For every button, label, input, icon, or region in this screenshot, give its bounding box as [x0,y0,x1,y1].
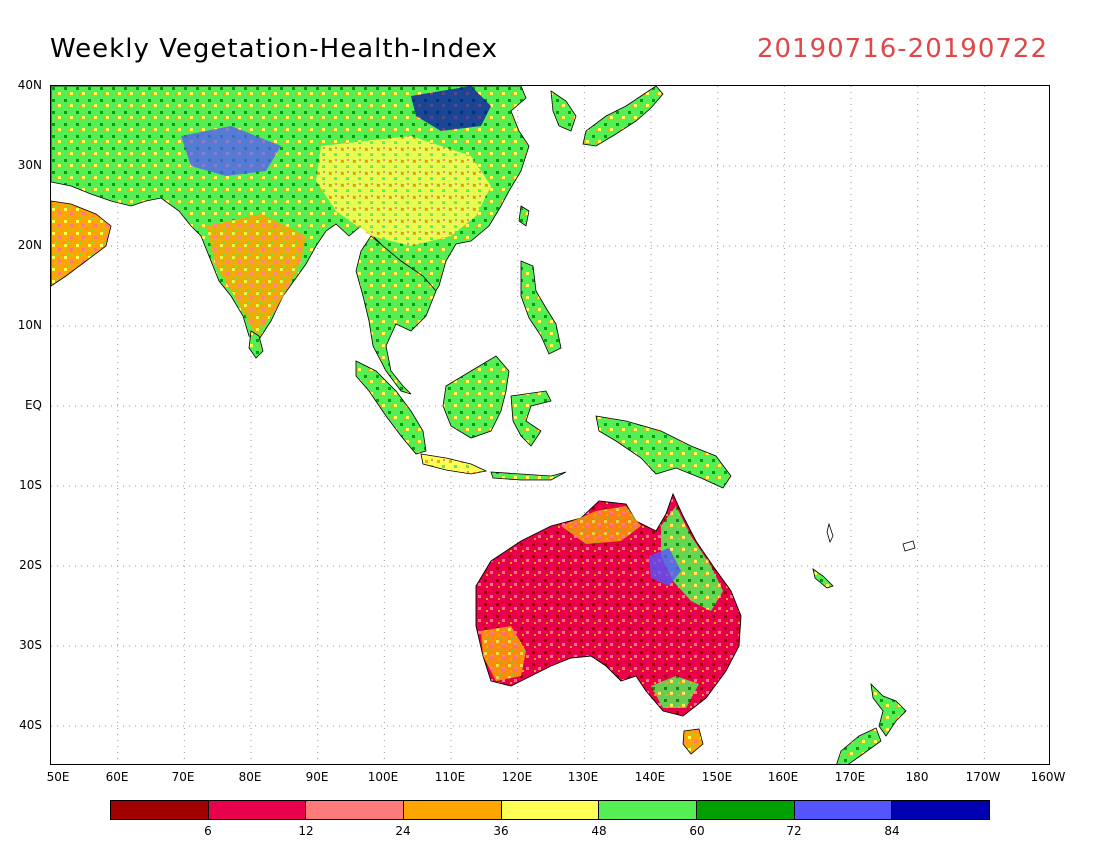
color-scale-segment [794,801,893,819]
region-australia-east-green [661,506,723,611]
lon-label: 160W [1030,770,1066,784]
color-scale-segment [697,801,795,819]
lon-label: 80E [238,770,262,784]
lon-label: 170W [965,770,1001,784]
lon-label: 90E [305,770,329,784]
lat-label: 30S [19,638,42,652]
landmass-korea [550,90,577,132]
lon-label: 130E [567,770,599,784]
color-scale-segment [892,801,990,819]
color-scale-label: 48 [591,824,607,838]
lat-label: 30N [17,158,42,172]
color-scale-segment [501,801,600,819]
color-scale-segment [111,801,209,819]
landmass-new-zealand-south [836,727,882,764]
region-china-plain [316,136,491,246]
lon-label: 110E [434,770,466,784]
lat-label: 10N [17,318,42,332]
landmass-sulawesi [510,390,552,447]
color-scale-segment [208,801,307,819]
region-australia-north-warm [561,506,641,544]
landmass-lesser-sunda [490,471,567,481]
region-tibet-wet [181,126,281,176]
color-scale-label: 24 [395,824,411,838]
landmass-java [420,453,488,475]
color-scale-label: 72 [786,824,802,838]
color-scale-label: 60 [689,824,705,838]
color-scale-segment [599,801,698,819]
lat-label: EQ [24,398,42,412]
lat-label: 40S [19,718,42,732]
region-north-china-wet [411,86,491,131]
color-scale-segment [404,801,502,819]
lon-label: 120E [501,770,533,784]
lon-label: 180 [905,770,929,784]
lon-label: 50E [46,770,70,784]
landmass-sri-lanka [248,330,264,359]
color-scale-label: 6 [204,824,212,838]
region-australia-east-wet [649,548,681,586]
vhi-map [50,85,1050,765]
map-title: Weekly Vegetation-Health-Index [50,34,499,64]
landmass-new-zealand-north [870,682,907,737]
lon-label: 140E [634,770,666,784]
date-range: 20190716-20190722 [756,34,1048,64]
landmass-indochina [355,235,437,395]
lat-label: 40N [17,78,42,92]
region-australia-west-warm [481,626,526,681]
color-scale-bar [110,800,990,820]
landmass-sumatra [355,360,427,455]
lon-label: 100E [367,770,399,784]
landmass-taiwan [518,205,530,227]
landmass-new-guinea [595,415,732,489]
lon-label: 170E [834,770,866,784]
region-india [206,214,306,336]
lat-label: 10S [19,478,42,492]
color-scale-label: 84 [884,824,900,838]
lon-label: 150E [701,770,733,784]
lon-label: 160E [767,770,799,784]
landmass-japan [582,86,664,147]
lon-label: 70E [171,770,195,784]
map-canvas [51,86,1049,764]
lon-label: 60E [105,770,129,784]
region-arabia [51,200,112,287]
color-scale-label: 12 [298,824,314,838]
lat-label: 20S [19,558,42,572]
landmass-tasmania [682,728,704,755]
landmass-new-caledonia [812,568,834,589]
color-scale-segment [306,801,405,819]
landmass-borneo [442,355,510,439]
landmass-fiji [902,540,916,552]
landmass-philippines [520,260,562,355]
color-scale-label: 36 [493,824,509,838]
lat-label: 20N [17,238,42,252]
region-australia-southeast-green [651,676,699,708]
landmass-vanuatu [826,522,834,544]
